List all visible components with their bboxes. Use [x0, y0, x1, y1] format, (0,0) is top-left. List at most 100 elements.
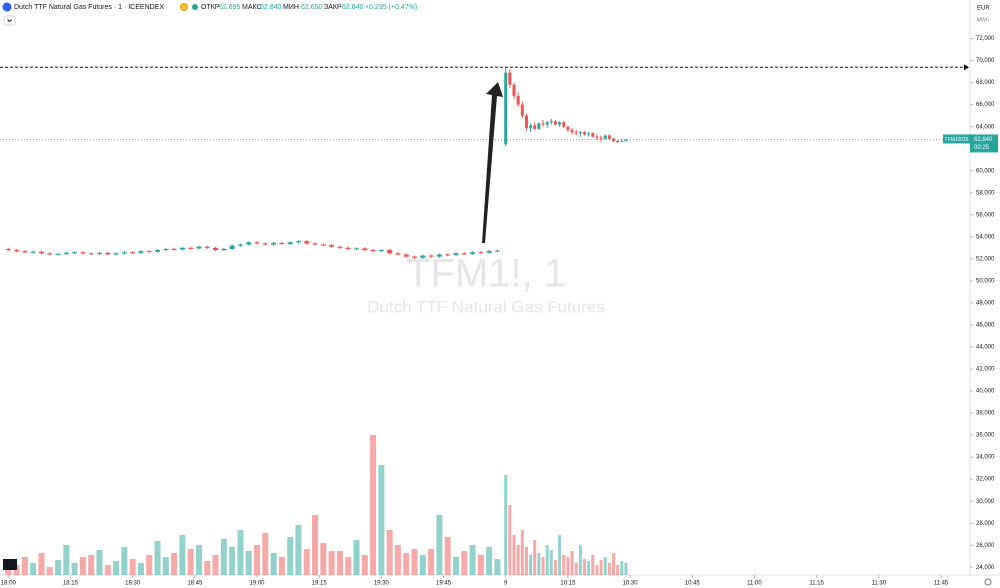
- candle-body: [179, 247, 185, 250]
- settings-icon[interactable]: [984, 578, 992, 586]
- candle-body: [494, 250, 500, 252]
- badge-text: D: [182, 5, 186, 11]
- candle-body: [566, 126, 570, 130]
- candle-body: [412, 256, 418, 258]
- currency[interactable]: EUR: [977, 6, 990, 12]
- candle-body: [196, 246, 202, 249]
- volume-bar: [336, 551, 343, 575]
- candle-body: [138, 251, 144, 253]
- candle-body: [595, 136, 599, 138]
- volume-bar: [270, 553, 277, 575]
- candle-body: [254, 242, 260, 244]
- volume-bar: [21, 557, 28, 575]
- volume-bar: [599, 560, 603, 575]
- candle-body: [578, 132, 582, 134]
- candle-body: [163, 248, 169, 251]
- candle-body: [508, 72, 512, 85]
- candle-body: [121, 252, 127, 254]
- candle-body: [80, 252, 86, 254]
- volume-bar: [486, 547, 493, 575]
- candle-body: [204, 246, 210, 248]
- countdown-text: 00:25: [974, 145, 990, 151]
- candle-body: [287, 242, 293, 244]
- volume-bar: [113, 561, 120, 575]
- candle-body: [599, 137, 603, 139]
- candle-body: [337, 246, 343, 248]
- candle-body: [570, 129, 574, 133]
- candle-body: [362, 248, 368, 251]
- candle-body: [271, 242, 277, 245]
- candle-body: [587, 133, 591, 135]
- y-tick-label: 26,000: [976, 543, 995, 549]
- volume-bar: [566, 557, 570, 575]
- candle-body: [520, 104, 524, 116]
- y-tick-label: 46,000: [976, 323, 995, 329]
- volume-bar: [179, 535, 186, 575]
- volume-bar: [537, 553, 541, 575]
- candle-body: [370, 250, 376, 252]
- chevron: [7, 19, 12, 23]
- volume-bar: [620, 561, 624, 575]
- y-tick-label: 42,000: [976, 367, 995, 373]
- candle-body: [478, 252, 484, 254]
- x-tick-label: 18:30: [125, 581, 141, 587]
- candle-body: [403, 254, 409, 257]
- x-tick-label: 18:15: [63, 581, 79, 587]
- volume-bar: [361, 555, 368, 575]
- candle-body: [470, 252, 476, 254]
- y-tick-label: 30,000: [976, 499, 995, 505]
- volume-bar: [595, 565, 599, 575]
- y-tick-label: 36,000: [976, 433, 995, 439]
- volume-bar: [187, 549, 194, 575]
- y-tick-label: 70,000: [976, 58, 995, 64]
- x-tick-label: 19:15: [312, 581, 328, 587]
- candle-body: [171, 248, 177, 250]
- candle-body: [295, 241, 301, 243]
- candle-body: [47, 253, 53, 255]
- candle-body: [229, 245, 235, 249]
- volume-bar: [529, 555, 533, 575]
- legend-value: 62,695: [219, 4, 241, 11]
- volume-bar: [603, 557, 607, 575]
- watermark-symbol: TFM1!, 1: [406, 252, 566, 296]
- y-tick-label: 54,000: [976, 234, 995, 240]
- candle-body: [562, 122, 566, 127]
- candle-body: [445, 254, 451, 256]
- x-tick-label: 10:15: [560, 581, 576, 587]
- volume-bar: [295, 525, 302, 575]
- volume-bar: [587, 561, 591, 575]
- x-tick-label: 18:00: [1, 581, 17, 587]
- candle-body: [524, 115, 528, 128]
- annotation-arrow: [482, 82, 503, 243]
- volume-bar: [237, 530, 244, 575]
- x-tick-label: 10:45: [685, 581, 701, 587]
- candle-body: [558, 122, 562, 125]
- volume-bar: [477, 555, 484, 575]
- volume-bar: [562, 555, 566, 575]
- volume-bar: [403, 553, 410, 575]
- x-tick-label: 9: [504, 581, 508, 587]
- volume-bar: [162, 557, 169, 575]
- collapse-button[interactable]: [3, 15, 16, 26]
- volume-bar: [96, 550, 103, 575]
- volume-bar: [494, 559, 501, 575]
- volume-bar: [328, 551, 335, 575]
- volume-bar: [574, 563, 578, 575]
- candle-body: [130, 252, 136, 254]
- x-tick-label: 11:15: [809, 581, 824, 587]
- tv-logo[interactable]: [3, 559, 17, 570]
- x-tick-label: 18:45: [187, 581, 203, 587]
- volume-bar: [624, 563, 628, 575]
- y-tick-label: 38,000: [976, 411, 995, 417]
- legend-label: МАКС: [242, 4, 262, 11]
- candle-body: [545, 122, 549, 125]
- high-marker: [964, 64, 969, 71]
- price-badge-text: 62,840: [974, 137, 993, 143]
- x-tick-label: 11:45: [934, 581, 949, 587]
- volume-bar: [386, 530, 393, 575]
- volume-bar: [549, 550, 553, 575]
- volume-bar: [79, 557, 86, 575]
- candle-body: [146, 251, 152, 253]
- volume-bar: [146, 555, 153, 575]
